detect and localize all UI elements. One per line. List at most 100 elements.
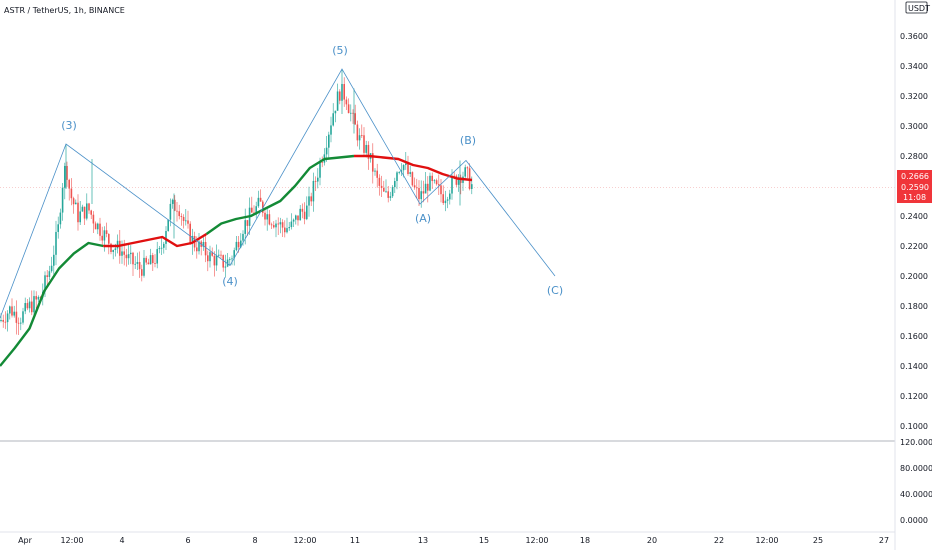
ma-segment-red (354, 154, 473, 182)
time-tick-label: 22 (714, 536, 724, 545)
candle-body (229, 258, 231, 260)
candle-body (402, 165, 405, 171)
candle-body (433, 180, 436, 182)
time-tick-label: Apr (18, 536, 33, 545)
candle-body (275, 223, 277, 228)
candle-body (171, 199, 174, 204)
chart-title: ASTR / TetherUS, 1h, BINANCE (4, 6, 125, 15)
candle-body (398, 172, 400, 173)
candle-body (55, 231, 57, 255)
candle-body (46, 275, 48, 277)
candle-body (141, 269, 143, 276)
time-tick-label: 27 (879, 536, 889, 545)
candle-body (319, 161, 321, 178)
price-tick-label: 0.1000 (900, 422, 928, 431)
candle-body (61, 187, 64, 213)
candle-body (231, 258, 233, 260)
candle-body (270, 224, 273, 226)
candle-body (167, 219, 169, 231)
time-tick-label: 8 (252, 536, 257, 545)
sma-price-tag: 0.2666 (897, 170, 932, 181)
candle-body (130, 252, 132, 255)
candle-body (367, 144, 370, 159)
candle-body (187, 220, 189, 224)
candle-body (372, 153, 374, 172)
candle-body (101, 235, 103, 241)
candle-body (149, 255, 152, 265)
time-tick-label: 13 (418, 536, 428, 545)
candle-body (136, 262, 139, 264)
candle-body (361, 135, 363, 137)
candle-body (90, 210, 92, 215)
candle-body (339, 91, 341, 101)
candle-body (185, 220, 187, 222)
wave-label: (A) (415, 212, 431, 225)
candle-body (72, 198, 75, 205)
candle-body (233, 250, 235, 259)
candle-body (431, 175, 433, 182)
candle-body (37, 296, 40, 300)
candle-body (292, 219, 295, 222)
candle-body (15, 311, 18, 323)
candle-body (143, 257, 145, 276)
candle-body (416, 187, 418, 189)
candle-body (132, 252, 134, 265)
candle-body (255, 206, 257, 215)
candle-body (44, 275, 46, 292)
time-tick-label: 12:00 (60, 536, 83, 545)
candle-body (138, 262, 141, 270)
wave-label: (5) (332, 44, 348, 57)
candle-body (259, 197, 262, 202)
time-tick-label: 4 (119, 536, 124, 545)
ma-segment-green (0, 241, 104, 367)
candle-body (116, 240, 119, 249)
candle-body (273, 225, 275, 228)
candle-body (165, 230, 167, 244)
candle-body (424, 183, 427, 194)
candle-body (86, 203, 88, 219)
candle-body (158, 248, 161, 250)
price-tick-label: 0.2200 (900, 242, 928, 251)
candle-body (202, 242, 205, 247)
price-tick-label: 0.1400 (900, 362, 928, 371)
candle-body (17, 322, 20, 324)
candle-body (352, 112, 354, 114)
candle-body (83, 206, 86, 219)
candle-body (134, 263, 136, 265)
currency-badge[interactable]: USDT (905, 1, 930, 14)
candle-body (224, 266, 227, 268)
candle-body (156, 249, 158, 264)
candle-body (213, 255, 216, 266)
price-tick-label: 0.1800 (900, 302, 928, 311)
candle-body (301, 208, 304, 212)
candle-body (347, 104, 350, 114)
time-tick-label: 18 (580, 536, 590, 545)
candle-body (215, 255, 218, 266)
candle-body (145, 257, 147, 263)
candle-body (317, 177, 319, 182)
candle-body (310, 196, 312, 202)
time-tick-label: 20 (647, 536, 657, 545)
candle-body (420, 191, 422, 200)
volume-tick-label: 80.0000 (900, 464, 932, 473)
candle-body (57, 224, 59, 232)
candle-body (211, 252, 213, 256)
candle-body (330, 125, 332, 135)
candle-body (22, 311, 24, 323)
candle-body (178, 211, 180, 217)
time-tick-label: 25 (813, 536, 823, 545)
candle-body (191, 235, 194, 244)
candle-body (198, 241, 200, 252)
candle-body (314, 180, 317, 182)
candle-body (407, 163, 409, 174)
candle-body (442, 194, 444, 204)
candle-body (451, 175, 453, 194)
candle-body (268, 214, 271, 225)
last-price-tag: 0.2590 11:08 (897, 181, 932, 203)
candle-body (207, 255, 209, 262)
candle-body (235, 241, 238, 251)
candle-body (299, 208, 301, 221)
candle-body (246, 220, 249, 226)
candle-body (119, 240, 121, 256)
